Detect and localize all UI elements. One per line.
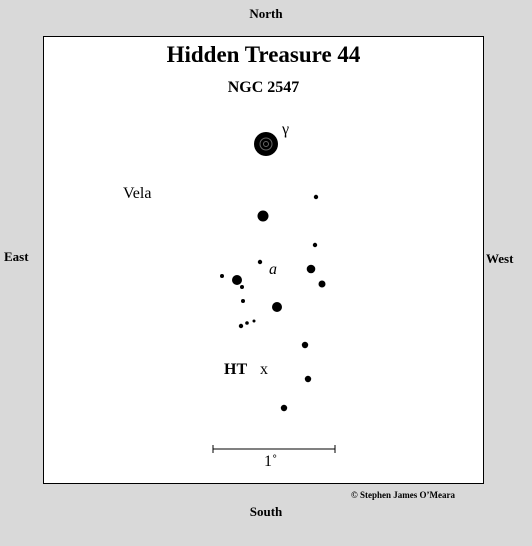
star <box>257 259 263 265</box>
star <box>301 341 309 349</box>
star <box>306 264 316 274</box>
south-label: South <box>249 504 283 519</box>
star <box>232 275 242 285</box>
star-chart: Hidden Treasure 44 NGC 2547 γ Vela a HT … <box>43 36 484 484</box>
north-label: North <box>249 6 283 21</box>
gamma-label: γ <box>282 121 290 138</box>
chart-title: Hidden Treasure 44 <box>166 42 361 67</box>
star <box>312 242 318 248</box>
star <box>252 319 256 323</box>
star <box>280 404 288 412</box>
star <box>304 375 312 383</box>
star <box>313 194 319 200</box>
star-field <box>212 132 336 453</box>
star-gamma <box>254 132 278 156</box>
star <box>257 210 269 222</box>
chart-subtitle: NGC 2547 <box>227 79 300 96</box>
credit-text: © Stephen James O’Meara <box>351 490 455 500</box>
east-label: East <box>4 249 29 264</box>
scale-label: 1˚ <box>264 453 278 470</box>
scale-bar <box>212 445 336 453</box>
constellation-label: Vela <box>123 185 152 202</box>
target-label: HT <box>224 361 248 378</box>
star <box>272 302 282 312</box>
star <box>245 321 249 325</box>
star <box>238 323 244 329</box>
target-marker: x <box>260 361 268 378</box>
star-a-label: a <box>269 261 277 278</box>
star <box>318 280 326 288</box>
star <box>220 274 224 278</box>
star <box>241 299 245 303</box>
star <box>240 285 244 289</box>
west-label: West <box>486 251 514 266</box>
